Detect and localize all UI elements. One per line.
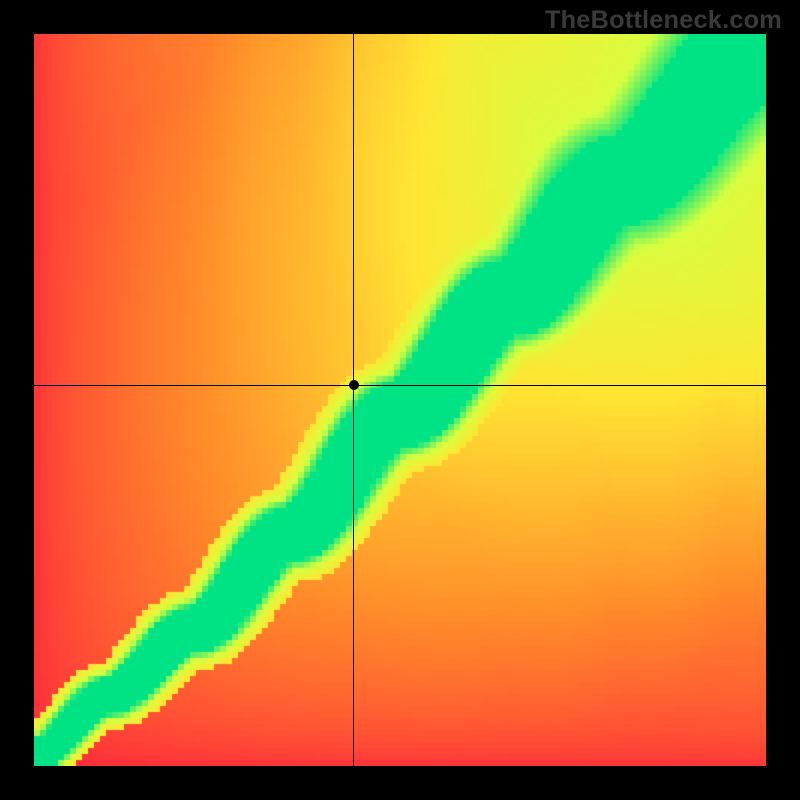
heatmap-canvas	[34, 34, 766, 766]
heatmap-plot	[34, 34, 766, 766]
crosshair-horizontal	[34, 385, 766, 386]
watermark-text: TheBottleneck.com	[545, 6, 782, 35]
crosshair-vertical	[353, 34, 354, 766]
chart-frame: TheBottleneck.com	[0, 0, 800, 800]
marker-dot	[349, 380, 359, 390]
